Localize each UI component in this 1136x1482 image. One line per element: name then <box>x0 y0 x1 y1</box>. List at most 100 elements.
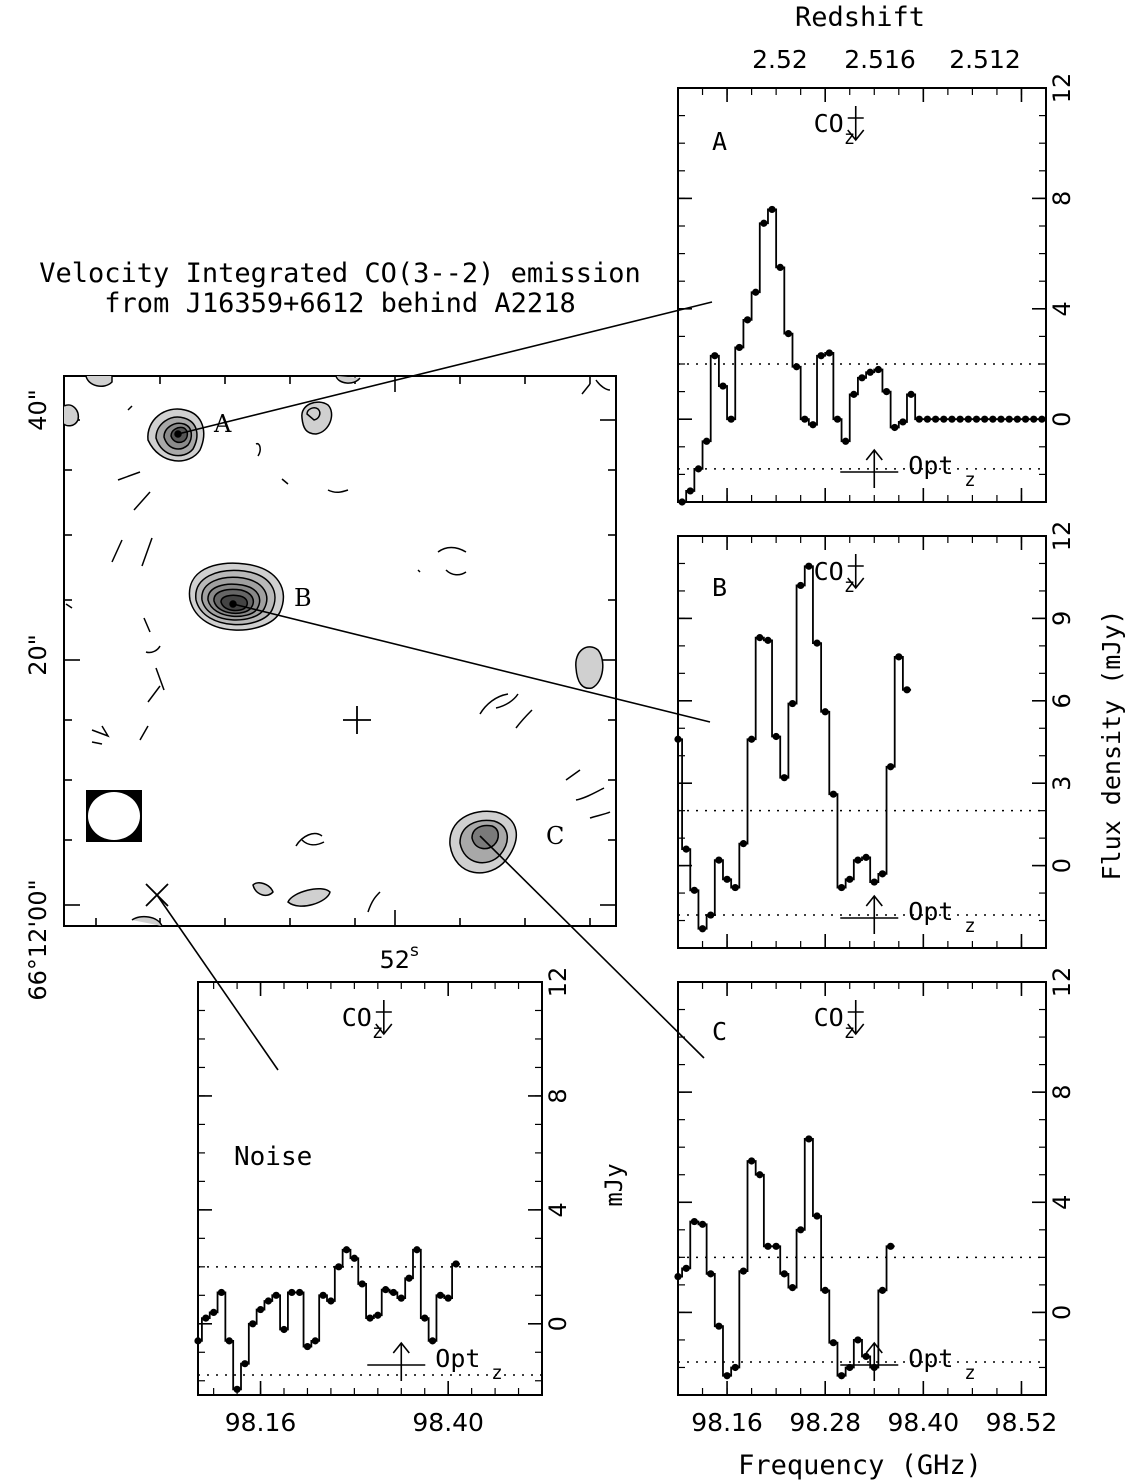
spectrum-point <box>764 1242 772 1250</box>
figure-title-line2: from J16359+6612 behind A2218 <box>104 288 575 319</box>
y-tick-label: 0 <box>1048 412 1076 427</box>
spectrum-point <box>829 790 837 798</box>
spectrum-point <box>397 1294 405 1302</box>
y-tick-label: 0 <box>1048 858 1076 873</box>
spectrum-point <box>805 562 813 570</box>
panel-frame <box>677 981 1047 1396</box>
minor-contours <box>63 375 611 927</box>
spectrum-point <box>801 415 809 423</box>
co-z-subscript: z <box>844 575 855 597</box>
spectrum-point <box>772 732 780 741</box>
spectrum-point <box>764 636 772 644</box>
spectrum-point <box>948 415 956 423</box>
spectrum-point <box>923 415 932 423</box>
spectrum-point <box>837 1372 846 1380</box>
spectrum-point <box>303 1342 312 1351</box>
spectrum-point <box>743 316 752 324</box>
spectrum-point <box>854 1336 862 1344</box>
spectrum-point <box>891 423 899 432</box>
co-z-subscript: z <box>844 127 855 149</box>
spectrum-point <box>225 1337 233 1345</box>
spectrum-point <box>342 1246 351 1254</box>
y-tick-label: 8 <box>1048 191 1076 206</box>
spectrum-point <box>862 853 870 861</box>
spectrum-point <box>288 1288 296 1297</box>
spectrum-point <box>202 1314 210 1322</box>
spectrum-point <box>882 388 891 396</box>
noise-mjy-axis-label: mJy <box>600 1163 628 1206</box>
spectrum-point <box>1030 415 1038 423</box>
co-z-subscript: z <box>372 1021 383 1043</box>
spectrum-point <box>444 1294 452 1302</box>
opt-z-subscript: z <box>964 915 975 937</box>
spectrum-point <box>792 363 801 371</box>
spectrum-line <box>198 1248 460 1391</box>
y-tick-label: 12 <box>1048 967 1076 998</box>
co-z-marker: CO <box>814 1003 844 1032</box>
spectrum-point <box>887 1242 895 1250</box>
beam-ellipse <box>88 792 140 840</box>
spectrum-point <box>327 1297 335 1305</box>
spectrum-point <box>756 1171 764 1179</box>
panel-frame <box>197 981 543 1396</box>
spectrum-point <box>1038 415 1046 423</box>
spectrum-point <box>711 352 719 360</box>
spectrum-point <box>813 639 821 647</box>
spectrum-point <box>842 437 850 445</box>
opt-z-subscript: z <box>491 1362 502 1384</box>
spectrum-point <box>837 883 846 892</box>
spectrum-point <box>887 763 895 771</box>
ra-tick-label: 52 <box>379 946 410 974</box>
spectrum-point <box>907 390 915 398</box>
spectrum-point <box>335 1263 343 1271</box>
dec-tick-label-40: 40" <box>24 389 52 431</box>
spectrum-point <box>780 1270 788 1278</box>
co-z-arrowhead <box>847 1023 865 1036</box>
spectrum-point <box>956 415 964 423</box>
map-frame <box>63 375 617 927</box>
y-tick-label: 3 <box>1048 776 1076 791</box>
x-tick-label: 98.16 <box>691 1408 763 1437</box>
spectrum-point <box>686 487 694 495</box>
spectrum-point <box>319 1291 327 1299</box>
source-a-contours <box>147 408 205 462</box>
spectrum-point <box>825 349 833 357</box>
spectrum-point <box>217 1288 226 1297</box>
spectrum-point <box>833 415 842 423</box>
panel-frame <box>677 87 1047 503</box>
x-tick-label: 98.40 <box>888 1408 960 1437</box>
spectrum-point <box>389 1288 398 1297</box>
spectrum-point <box>739 1267 748 1275</box>
spectrum-point <box>678 498 686 506</box>
panel-label: C <box>712 1017 727 1046</box>
spectrum-point <box>813 1212 821 1220</box>
spectrum-point <box>788 699 797 708</box>
spectrum-point <box>870 878 878 886</box>
co-z-arrowhead <box>847 577 865 590</box>
x-tick-label: 98.28 <box>789 1408 861 1437</box>
opt-z-subscript: z <box>964 469 975 491</box>
opt-z-arrowhead <box>392 1341 410 1354</box>
spectrum-line <box>678 208 1046 503</box>
source-c-contours <box>449 810 518 874</box>
opt-z-marker: Opt <box>908 1344 953 1373</box>
spectrum-point <box>809 421 817 429</box>
x-tick-label: 98.16 <box>225 1408 297 1437</box>
spectrum-point <box>964 415 972 423</box>
spectrum-point <box>703 437 711 445</box>
spectrum-point <box>829 1339 837 1347</box>
spectrum-point <box>899 418 907 426</box>
panel-label: A <box>712 127 727 156</box>
spectrum-point <box>748 1157 756 1165</box>
opt-z-subscript: z <box>964 1362 975 1384</box>
spectrum-point <box>690 886 698 894</box>
source-label-b: B <box>294 584 312 612</box>
spectrum-point <box>723 1372 731 1380</box>
spectrum-point <box>981 415 989 423</box>
ra-tick-suffix: s <box>410 941 419 961</box>
figure-title-line1: Velocity Integrated CO(3--2) emission <box>39 258 640 289</box>
spectrum-point <box>374 1311 382 1319</box>
y-tick-label: 4 <box>544 1202 572 1217</box>
spectrum-point <box>776 263 784 271</box>
